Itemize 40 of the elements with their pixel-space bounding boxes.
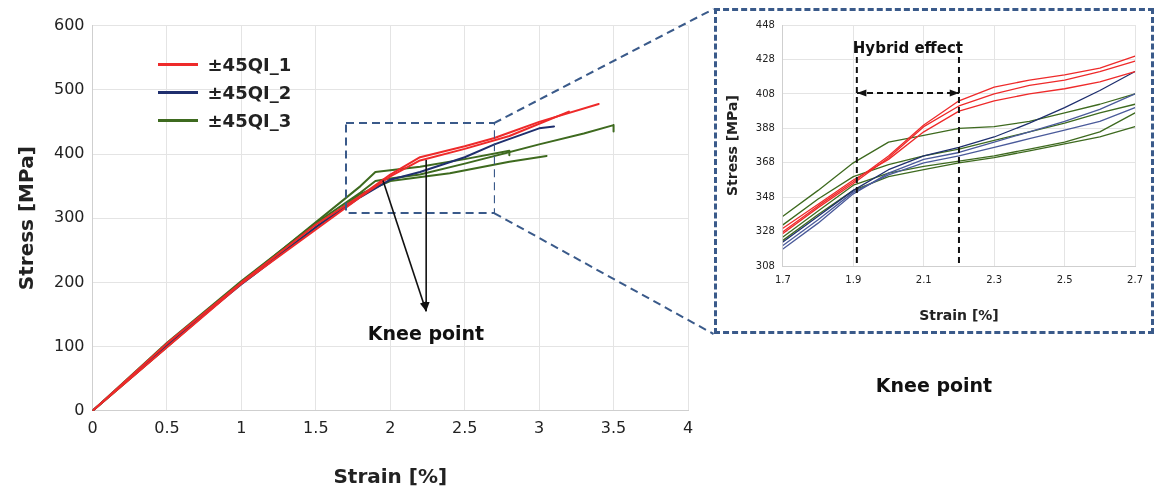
y-tick-label: 308 (755, 259, 775, 271)
x-tick-label: 1.5 (303, 417, 329, 437)
x-tick-label: 4 (682, 417, 694, 437)
legend-label: ±45QI_1 (207, 54, 292, 76)
y-tick-label: 428 (755, 53, 775, 65)
y-tick-label: 408 (755, 87, 775, 99)
x-axis-title: Strain [%] (333, 464, 448, 489)
x-tick-label: 3.5 (600, 417, 627, 437)
x-tick-label: 2.5 (1056, 273, 1073, 285)
x-tick-label: 2.7 (1127, 273, 1143, 285)
y-tick-label: 200 (53, 271, 85, 291)
y-tick-label: 368 (755, 156, 775, 168)
y-tick-label: 388 (755, 121, 775, 133)
y-tick-label: 100 (53, 335, 85, 355)
text: Knee point (874, 374, 994, 396)
x-tick-label: 0 (87, 417, 98, 437)
y-tick-label: 600 (53, 14, 85, 34)
x-tick-label: 1 (236, 417, 247, 437)
x-tick-label: 1.9 (845, 273, 862, 285)
x-tick-label: 2 (385, 417, 396, 437)
annotation: Knee point (366, 321, 486, 344)
x-tick-label: 0.5 (154, 417, 180, 437)
y-axis-title: Stress [MPa] (14, 146, 39, 291)
y-tick-label: 500 (53, 78, 85, 98)
x-axis-title: Strain [%] (919, 307, 999, 324)
annotation: Hybrid effect (851, 39, 964, 58)
y-axis-title: Stress [MPa] (724, 95, 741, 196)
legend-label: ±45QI_2 (207, 82, 292, 104)
y-tick-label: 328 (755, 225, 775, 237)
y-tick-label: 300 (53, 207, 85, 227)
x-tick-label: 1.7 (774, 273, 791, 285)
y-tick-label: 448 (755, 18, 775, 30)
x-tick-label: 2.5 (451, 417, 478, 437)
x-tick-label: 3 (534, 417, 545, 437)
y-tick-label: 0 (74, 399, 85, 419)
x-tick-label: 2.1 (915, 273, 932, 285)
x-tick-label: 2.3 (986, 273, 1003, 285)
y-tick-label: 400 (53, 143, 85, 163)
legend-label: ±45QI_3 (207, 110, 292, 132)
y-tick-label: 348 (755, 190, 775, 202)
